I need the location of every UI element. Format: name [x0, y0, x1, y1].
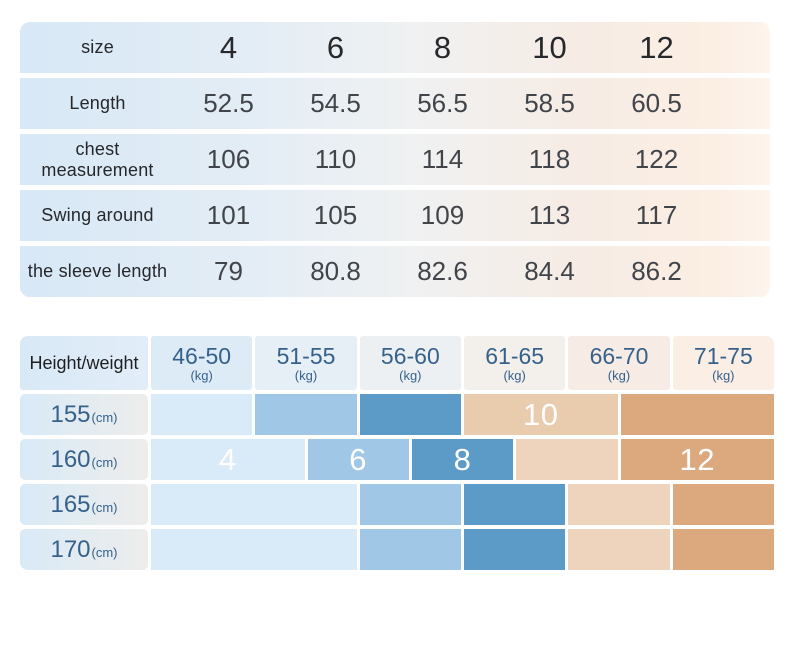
fit-cell [464, 484, 566, 525]
size-header-label: size [81, 37, 114, 57]
cell-value: 86.2 [631, 256, 682, 286]
cell-value: 118 [528, 144, 571, 174]
weight-unit: (kg) [294, 367, 318, 383]
height-unit: (cm) [91, 545, 118, 560]
size-value: 6 [326, 29, 345, 65]
cell-value: 106 [206, 144, 251, 174]
cell-value: 117 [635, 200, 678, 230]
weight-header: 51-55 (kg) [255, 336, 357, 390]
height-header: 165 (cm) [20, 484, 148, 525]
size-table-row: Length 52.5 54.5 56.5 58.5 60.5 [20, 78, 770, 129]
cell-value: 114 [421, 144, 464, 174]
fit-cell [151, 394, 253, 435]
row-label: the sleeve length [27, 261, 168, 281]
weight-unit: (kg) [607, 367, 631, 383]
cell-value: 109 [420, 200, 465, 230]
height-value: 155 [50, 400, 91, 428]
weight-header: 56-60 (kg) [359, 336, 461, 390]
fit-cell [151, 484, 357, 525]
height-value: 165 [50, 490, 91, 518]
size-value: 10 [532, 29, 567, 65]
weight-range: 61-65 [485, 342, 545, 369]
cell-value: 113 [528, 200, 571, 230]
cell-value: 54.5 [310, 88, 361, 118]
fit-cell-size-8: 8 [411, 439, 514, 480]
cell-value: 110 [314, 144, 357, 174]
fit-cell [672, 529, 774, 570]
cell-value: 101 [206, 200, 251, 230]
fit-cell [151, 529, 357, 570]
fit-cell [620, 394, 774, 435]
size-table-row: the sleeve length 79 80.8 82.6 84.4 86.2 [20, 246, 770, 297]
fit-cell [359, 529, 461, 570]
fit-cell-size-12: 12 [620, 439, 774, 480]
fit-cell [464, 529, 566, 570]
fit-cell [359, 394, 461, 435]
weight-header: 61-65 (kg) [464, 336, 566, 390]
fit-cell [359, 484, 461, 525]
height-unit: (cm) [91, 455, 118, 470]
fit-cell [672, 484, 774, 525]
height-unit: (cm) [91, 410, 118, 425]
cell-value: 105 [313, 200, 358, 230]
height-header: 160 (cm) [20, 439, 148, 480]
height-header: 155 (cm) [20, 394, 148, 435]
size-table-row: Swing around 101 105 109 113 117 [20, 190, 770, 241]
cell-value: 58.5 [524, 88, 575, 118]
fit-cell [568, 529, 670, 570]
fit-cell [568, 484, 670, 525]
cell-value: 52.5 [203, 88, 254, 118]
cell-value: 84.4 [524, 256, 575, 286]
size-table-header-row: size 4 6 8 10 12 [20, 22, 770, 73]
row-label: Swing around [41, 205, 154, 225]
row-label: chest measurement [41, 138, 154, 180]
height-weight-chart: Height/weight 46-50 (kg) 51-55 (kg) 56-6… [20, 336, 774, 570]
weight-header: 71-75 (kg) [672, 336, 774, 390]
weight-unit: (kg) [503, 367, 526, 383]
size-value: 4 [219, 29, 238, 65]
size-table: size 4 6 8 10 12 Length 52.5 54.5 56.5 5… [20, 22, 770, 297]
size-table-row: chest measurement 106 110 114 118 122 [20, 134, 770, 185]
weight-range: 71-75 [693, 342, 753, 369]
corner-header: Height/weight [20, 336, 148, 390]
fit-cell-size-6: 6 [307, 439, 409, 480]
fit-cell [516, 439, 618, 480]
weight-range: 51-55 [276, 342, 336, 369]
row-label: Length [69, 93, 126, 113]
weight-range: 66-70 [589, 342, 649, 369]
height-value: 160 [50, 445, 91, 473]
weight-range: 46-50 [172, 342, 232, 369]
height-unit: (cm) [91, 500, 118, 515]
height-value: 170 [50, 535, 91, 563]
cell-value: 79 [214, 256, 243, 286]
cell-value: 56.5 [417, 88, 468, 118]
weight-unit: (kg) [712, 367, 735, 383]
size-value: 8 [433, 29, 452, 65]
size-value: 12 [639, 29, 674, 65]
weight-header: 46-50 (kg) [151, 336, 253, 390]
cell-value: 80.8 [310, 256, 361, 286]
weight-unit: (kg) [190, 367, 213, 383]
fit-cell-size-10: 10 [464, 394, 618, 435]
fit-cell-size-4: 4 [151, 439, 305, 480]
cell-value: 122 [634, 144, 679, 174]
cell-value: 60.5 [631, 88, 682, 118]
weight-range: 56-60 [380, 342, 440, 369]
cell-value: 82.6 [417, 256, 468, 286]
weight-header: 66-70 (kg) [568, 336, 670, 390]
fit-cell [255, 394, 357, 435]
height-header: 170 (cm) [20, 529, 148, 570]
weight-unit: (kg) [399, 367, 422, 383]
